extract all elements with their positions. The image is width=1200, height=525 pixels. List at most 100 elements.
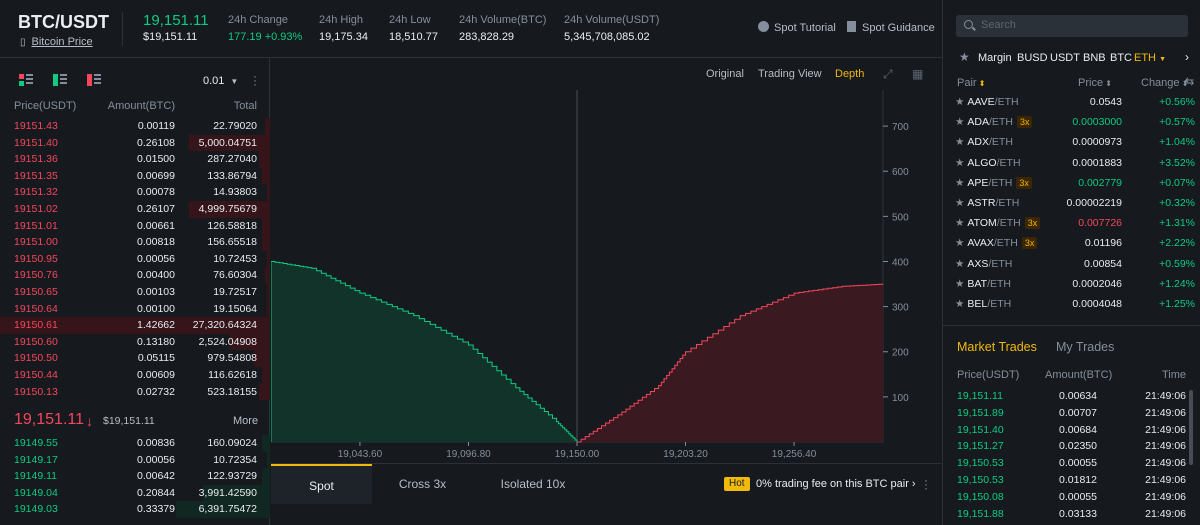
ask-row[interactable]: 19151.02 0.26107 4,999.75679 (0, 201, 270, 218)
star-icon[interactable]: ★ (955, 217, 965, 230)
star-icon[interactable]: ★ (955, 116, 965, 129)
spot-guidance-button[interactable]: Spot Guidance (847, 21, 935, 34)
tab-isolated[interactable]: Isolated 10x (500, 477, 566, 491)
pair-row[interactable]: ★ ATOM/ETH 3x 0.007726 +1.31% (943, 213, 1200, 233)
swap-icon[interactable]: ⇆ (1185, 76, 1195, 88)
ask-row[interactable]: 19150.64 0.00100 19.15064 (0, 300, 270, 318)
tab-my-trades[interactable]: My Trades (1056, 340, 1115, 354)
pair-row[interactable]: ★ ADX/ETH 0.0000973 +1.04% (943, 132, 1200, 152)
pair-row[interactable]: ★ AVAX/ETH 3x 0.01196 +2.22% (943, 233, 1200, 253)
expand-icon[interactable]: ⤢ (883, 67, 893, 81)
book-asks-icon[interactable] (87, 74, 101, 86)
depth-bar (189, 134, 270, 152)
ask-row[interactable]: 19150.61 1.42662 27,320.64324 (0, 317, 270, 334)
ask-row[interactable]: 19150.13 0.02732 523.18155 (0, 383, 270, 401)
market-tab-btc[interactable]: BTC (1110, 52, 1132, 64)
ask-total: 287.27040 (207, 153, 257, 166)
bid-row[interactable]: 19149.55 0.00836 160.09024 (0, 435, 270, 452)
market-tab-margin[interactable]: Margin (978, 52, 1012, 64)
tick-size-select[interactable]: 0.01 ▼ (203, 75, 238, 87)
book-bids-icon[interactable] (53, 74, 67, 86)
grid-layout-icon[interactable]: ▦ (912, 67, 924, 81)
ask-price: 19150.61 (14, 319, 58, 332)
chevron-right-icon: › (911, 478, 916, 490)
ask-price: 19150.76 (14, 269, 58, 282)
bitcoin-price-link[interactable]: ▯ Bitcoin Price (20, 36, 93, 48)
market-tab-eth[interactable]: ETH ▼ (1134, 52, 1166, 64)
search-input[interactable]: Search (956, 15, 1188, 37)
pair-row[interactable]: ★ ALGO/ETH 0.0001883 +3.52% (943, 153, 1200, 173)
more-options-icon[interactable]: · · · (924, 473, 928, 495)
bid-row[interactable]: 19149.03 0.33379 6,391.75472 (0, 501, 270, 518)
spot-tutorial-button[interactable]: Spot Tutorial (758, 21, 836, 34)
star-icon[interactable]: ★ (959, 50, 970, 64)
star-icon[interactable]: ★ (955, 277, 965, 290)
pair-col-label: Pair (957, 77, 977, 89)
depth-bar (267, 184, 270, 201)
star-icon[interactable]: ★ (955, 96, 965, 108)
pair-row[interactable]: ★ AXS/ETH 0.00854 +0.59% (943, 254, 1200, 274)
more-options-icon[interactable]: · · · (253, 69, 257, 91)
star-icon[interactable]: ★ (955, 156, 965, 169)
more-link[interactable]: More (233, 415, 259, 427)
trade-row: 19,151.27 0.02350 21:49:06 (943, 438, 1200, 455)
price-col-header[interactable]: Price ⬍ (1078, 77, 1112, 89)
chevron-right-icon[interactable]: › (1185, 50, 1189, 64)
ask-row[interactable]: 19150.44 0.00609 116.62618 (0, 367, 270, 384)
star-icon[interactable]: ★ (955, 237, 965, 250)
bid-row[interactable]: 19149.17 0.00056 10.72354 (0, 451, 270, 469)
ask-row[interactable]: 19150.60 0.13180 2,524.04908 (0, 333, 270, 351)
book-both-icon[interactable] (19, 74, 33, 86)
ask-depth-line (577, 283, 884, 443)
depth-bar (264, 267, 270, 284)
arrow-down-icon: ↓ (86, 413, 93, 429)
change-col-header[interactable]: Change ⬍ (1141, 77, 1188, 89)
bid-row[interactable]: 19149.04 0.20844 3,991.42590 (0, 484, 270, 502)
depth-bar (261, 367, 270, 384)
ask-row[interactable]: 19150.95 0.00056 10.72453 (0, 250, 270, 268)
stat-value-24h-volume-usdt: 5,345,708,085.02 (564, 31, 650, 43)
star-icon[interactable]: ★ (955, 298, 965, 310)
ask-row[interactable]: 19150.50 0.05115 979.54808 (0, 350, 270, 367)
ask-row[interactable]: 19151.40 0.26108 5,000.04751 (0, 134, 270, 152)
tab-spot[interactable]: Spot (271, 464, 372, 504)
star-icon[interactable]: ★ (955, 197, 965, 209)
fee-notice-link[interactable]: 0% trading fee on this BTC pair › (756, 478, 916, 490)
tab-market-trades[interactable]: Market Trades (957, 340, 1037, 354)
tab-depth[interactable]: Depth (835, 68, 865, 80)
tab-trading-view[interactable]: Trading View (758, 68, 822, 80)
depth-bar (267, 300, 270, 318)
star-icon[interactable]: ★ (955, 176, 965, 189)
pair-row[interactable]: ★ APE/ETH 3x 0.002779 +0.07% (943, 173, 1200, 193)
pair-change: +0.07% (1159, 176, 1195, 189)
trade-row: 19,150.53 0.01812 21:49:06 (943, 472, 1200, 489)
bid-depth-line (271, 260, 578, 442)
col-total: Total (233, 100, 257, 112)
pair-row[interactable]: ★ ADA/ETH 3x 0.0003000 +0.57% (943, 112, 1200, 132)
market-tab-busd[interactable]: BUSD (1017, 52, 1048, 64)
pair-price: 0.0543 (1089, 96, 1122, 108)
trade-time: 21:49:06 (1145, 406, 1186, 419)
pair-row[interactable]: ★ AAVE/ETH 0.0543 +0.56% (943, 92, 1200, 112)
pair-col-header[interactable]: Pair ⬍ (957, 77, 986, 89)
ask-row[interactable]: 19151.32 0.00078 14.93803 (0, 184, 270, 201)
ask-row[interactable]: 19151.01 0.00661 126.58818 (0, 217, 270, 235)
pair-row[interactable]: ★ BAT/ETH 0.0002046 +1.24% (943, 274, 1200, 294)
pair-row[interactable]: ★ ASTR/ETH 0.00002219 +0.32% (943, 193, 1200, 213)
ask-row[interactable]: 19151.43 0.00119 22.79020 (0, 118, 270, 135)
ask-row[interactable]: 19151.00 0.00818 156.65518 (0, 234, 270, 251)
pair-row[interactable]: ★ BEL/ETH 0.0004048 +1.25% (943, 294, 1200, 314)
tab-cross[interactable]: Cross 3x (398, 477, 447, 491)
ask-row[interactable]: 19150.76 0.00400 76.60304 (0, 267, 270, 284)
market-tab-usdt[interactable]: USDT (1050, 52, 1080, 64)
bid-row[interactable]: 19149.11 0.00642 122.93729 (0, 468, 270, 485)
star-icon[interactable]: ★ (955, 257, 965, 270)
star-icon[interactable]: ★ (955, 136, 965, 149)
tab-original[interactable]: Original (706, 68, 744, 80)
ask-row[interactable]: 19151.35 0.00699 133.86794 (0, 167, 270, 185)
ask-row[interactable]: 19151.36 0.01500 287.27040 (0, 151, 270, 168)
scrollbar[interactable] (1189, 390, 1193, 465)
market-tab-bnb[interactable]: BNB (1083, 52, 1106, 64)
depth-bar (253, 350, 270, 367)
ask-row[interactable]: 19150.65 0.00103 19.72517 (0, 284, 270, 301)
